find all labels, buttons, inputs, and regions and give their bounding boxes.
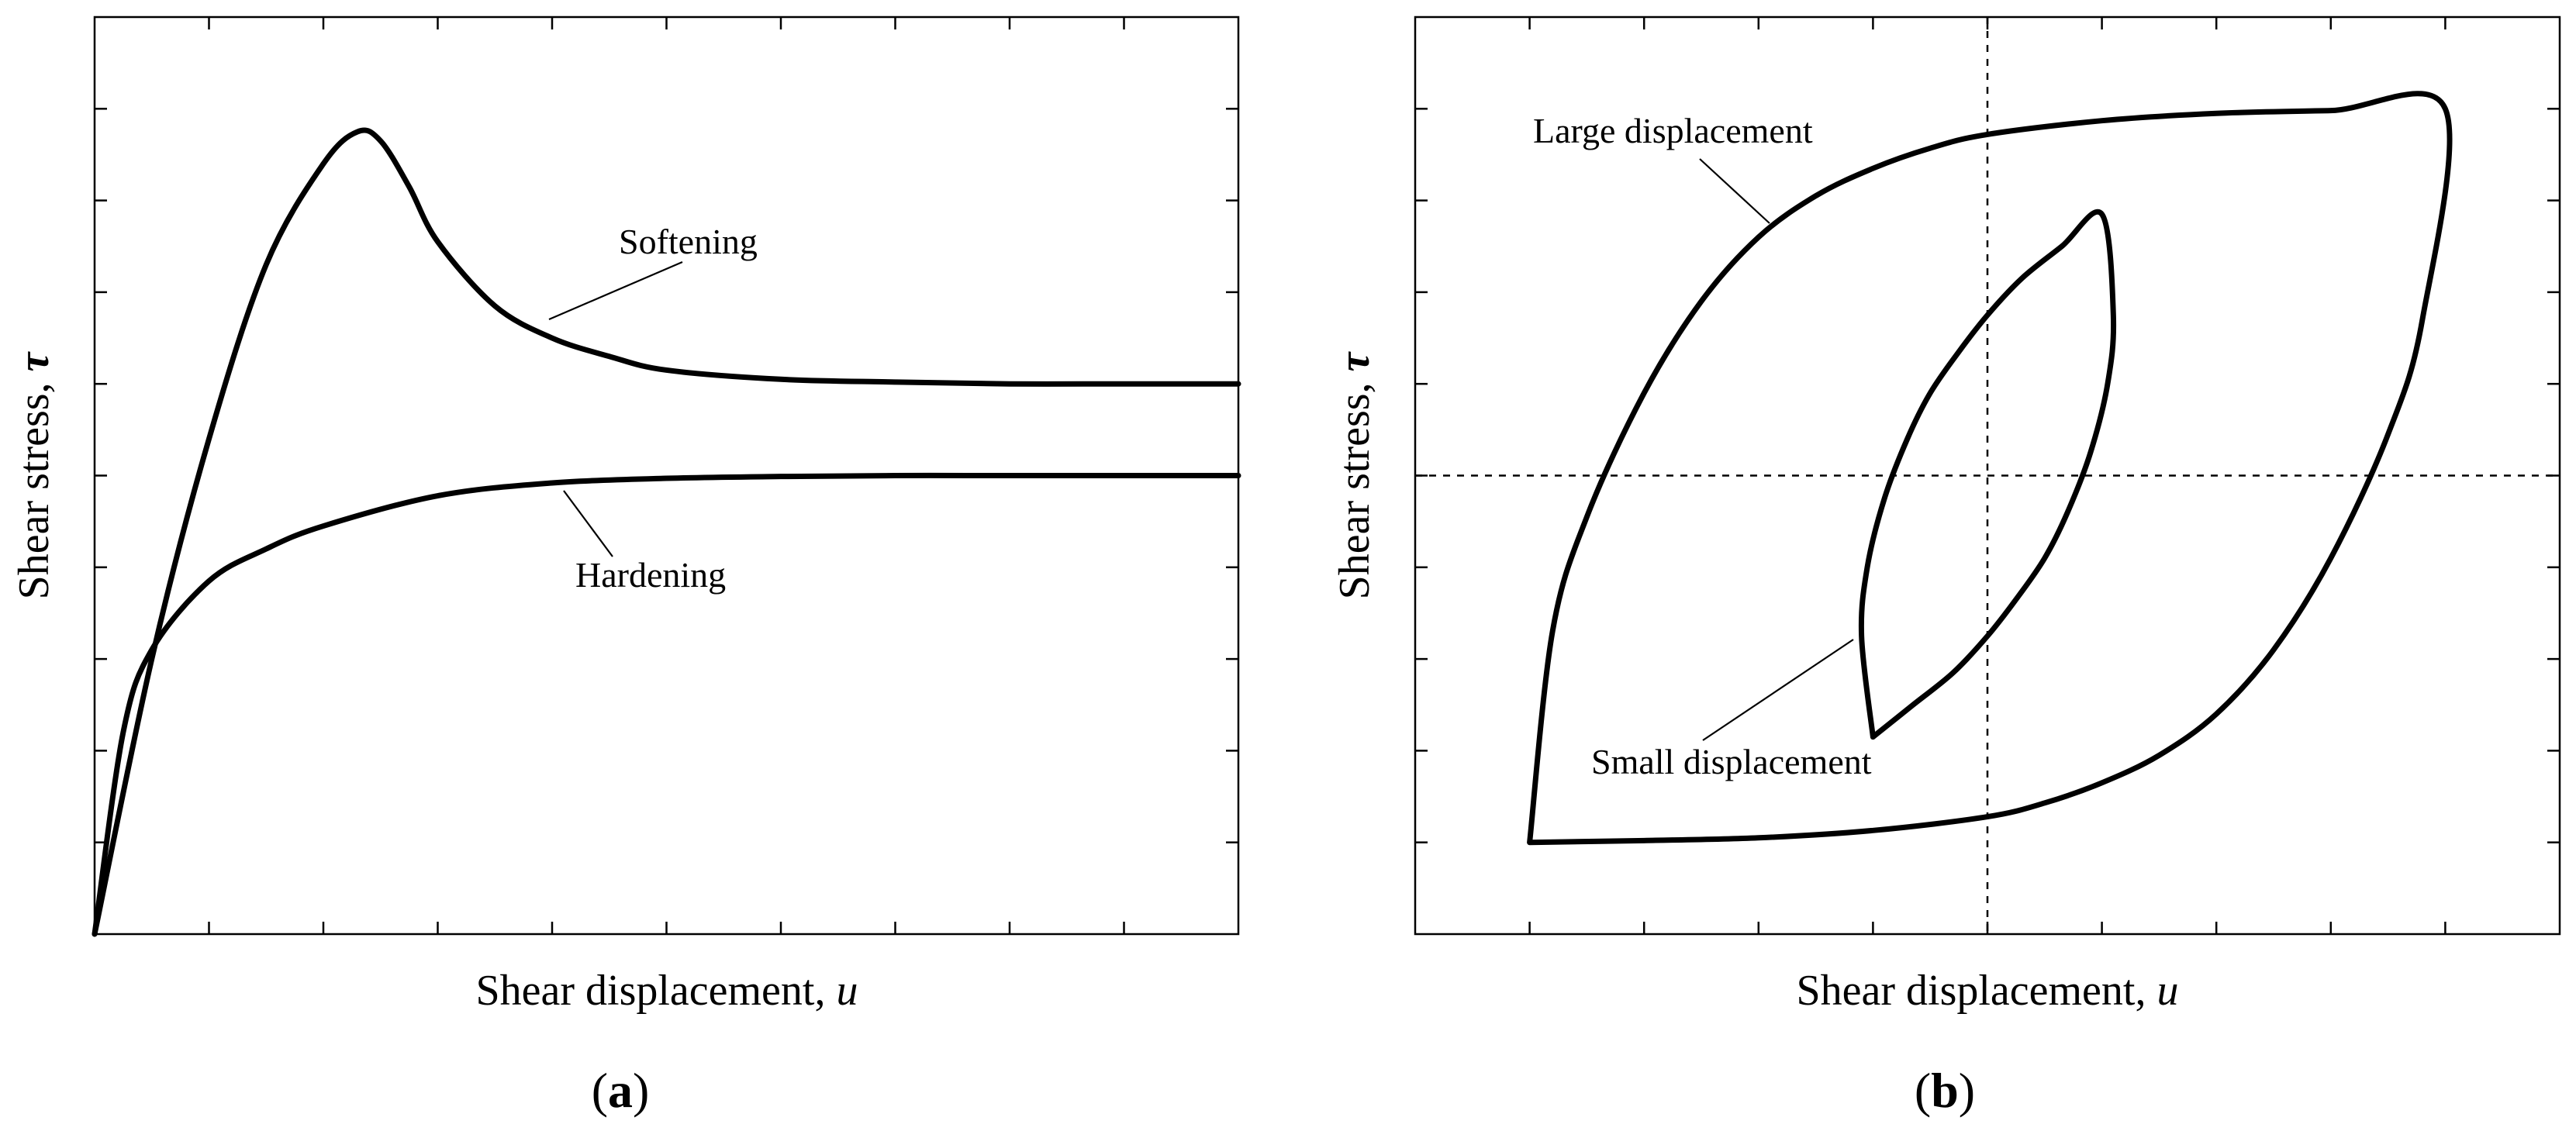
y-axis-title-a: Shear stress, τ <box>10 350 58 599</box>
small-displacement-loop <box>1858 209 2117 740</box>
axis-ticks-b <box>1415 17 2560 934</box>
hardening-label: Hardening <box>575 555 726 595</box>
chart-panel-a: Softening Hardening Shear displacement, … <box>10 16 1241 1118</box>
x-axis-symbol-a: u <box>836 967 858 1015</box>
softening-curve <box>92 127 1241 937</box>
panel-label-b: (b) <box>1915 1063 1975 1118</box>
x-axis-title-text-a: Shear displacement, <box>476 967 837 1015</box>
x-axis-title-text-b: Shear displacement, <box>1797 967 2157 1015</box>
softening-leader-line <box>548 260 683 321</box>
x-axis-title-b: Shear displacement, u <box>1797 967 2179 1015</box>
y-axis-symbol-b: τ <box>1331 350 1379 371</box>
y-axis-title-text-b: Shear stress, <box>1331 371 1379 599</box>
large-displacement-loop <box>1527 91 2453 846</box>
x-axis-symbol-b: u <box>2156 967 2178 1015</box>
y-axis-symbol-a: τ <box>10 350 58 371</box>
panel-label-a-letter: a <box>608 1063 633 1118</box>
chart-panel-b: Large displacement Small displacement Sh… <box>1331 16 2561 1118</box>
hardening-leader-line <box>563 490 613 557</box>
panel-label-b-letter: b <box>1931 1063 1959 1118</box>
small-displacement-label: Small displacement <box>1591 742 1872 781</box>
large-displacement-leader-line <box>1699 158 1770 224</box>
softening-label: Softening <box>619 222 758 261</box>
y-axis-title-text-a: Shear stress, <box>10 371 58 599</box>
panel-label-a: (a) <box>592 1063 650 1118</box>
y-axis-title-b: Shear stress, τ <box>1331 350 1379 599</box>
small-displacement-leader-line <box>1702 639 1854 741</box>
hardening-curve <box>92 472 1241 937</box>
x-axis-title-a: Shear displacement, u <box>476 967 858 1015</box>
large-displacement-label: Large displacement <box>1533 111 1813 150</box>
